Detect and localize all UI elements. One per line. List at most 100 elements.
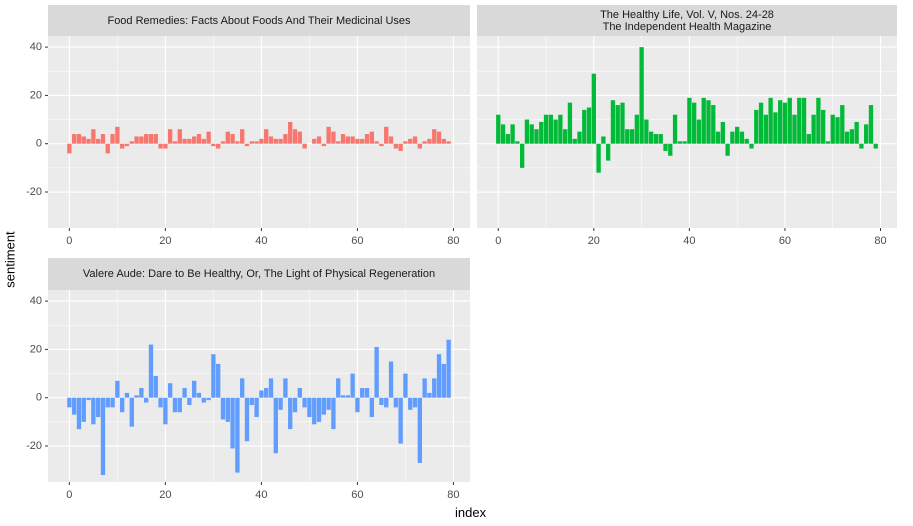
bar	[432, 378, 437, 398]
bar	[172, 141, 178, 144]
x-tick-label: 40	[683, 235, 695, 247]
bar	[825, 141, 831, 144]
y-tick-label: 20	[30, 343, 42, 355]
bar	[211, 143, 216, 147]
bar	[711, 105, 716, 144]
facet-strip: The Healthy Life, Vol. V, Nos. 24-28 The…	[477, 5, 897, 36]
bar	[211, 354, 216, 398]
bar	[384, 126, 389, 144]
bar	[687, 97, 692, 144]
bar	[168, 383, 173, 398]
bar	[835, 117, 840, 144]
bar	[326, 126, 331, 144]
bar	[787, 97, 792, 144]
bar	[446, 339, 451, 398]
bar	[524, 119, 530, 144]
bar	[225, 397, 230, 422]
bar	[225, 131, 230, 144]
bar	[220, 397, 226, 420]
bar	[249, 397, 254, 405]
bar	[868, 105, 874, 144]
bar	[500, 124, 506, 144]
bar	[96, 397, 101, 418]
bar	[321, 397, 326, 415]
bar	[350, 373, 355, 398]
bar	[615, 105, 620, 144]
bar	[432, 129, 437, 144]
bar	[158, 143, 163, 149]
bar	[436, 354, 442, 398]
bar	[240, 378, 245, 398]
x-tick-label: 80	[874, 235, 886, 247]
bar	[235, 397, 240, 473]
bar	[496, 114, 501, 144]
bar	[364, 388, 370, 398]
bar	[177, 397, 182, 413]
bar	[692, 102, 697, 144]
bar	[144, 134, 149, 144]
bar	[139, 388, 144, 398]
x-tick-label: 60	[351, 489, 363, 501]
bar	[422, 141, 427, 144]
bar	[192, 136, 197, 144]
bar	[240, 129, 245, 144]
bar	[153, 134, 158, 144]
bar	[220, 141, 226, 144]
bar	[873, 143, 878, 149]
bar	[773, 112, 778, 144]
bar	[384, 397, 389, 408]
bar	[520, 143, 525, 168]
bar	[398, 143, 403, 151]
bar	[115, 380, 120, 398]
bar	[821, 109, 826, 144]
bar	[706, 100, 711, 144]
bar	[360, 388, 365, 398]
bar	[302, 397, 307, 408]
bar	[336, 378, 341, 398]
bar	[345, 136, 350, 144]
bar	[758, 102, 764, 144]
bar	[192, 380, 197, 398]
bar	[331, 397, 336, 430]
bar	[283, 134, 288, 144]
bar	[278, 138, 283, 144]
bar	[388, 136, 394, 144]
bar	[374, 141, 379, 144]
bar	[739, 131, 745, 144]
bar	[100, 134, 106, 144]
bar	[273, 397, 278, 454]
bar	[91, 397, 96, 425]
bar	[548, 114, 553, 144]
bar	[148, 134, 154, 144]
bar	[144, 397, 149, 403]
y-tick-label: 0	[36, 392, 42, 404]
bar	[316, 136, 322, 144]
facet-strip: Valere Aude: Dare to Be Healthy, Or, The…	[48, 258, 470, 290]
y-tick-label: 20	[30, 89, 42, 101]
bar	[201, 138, 206, 144]
y-tick-label: -20	[26, 440, 42, 452]
bar	[408, 397, 413, 410]
bar	[302, 143, 307, 149]
bar	[639, 47, 644, 144]
bar	[340, 395, 346, 398]
bar	[321, 143, 326, 147]
bar	[177, 129, 182, 144]
bar	[816, 97, 821, 144]
x-tick-label: 40	[255, 489, 267, 501]
bar	[849, 129, 854, 144]
bar	[663, 143, 668, 151]
bar	[567, 102, 573, 144]
bar	[292, 397, 298, 413]
bar	[441, 363, 446, 398]
bar	[129, 397, 134, 427]
bar	[355, 397, 360, 413]
bar	[249, 141, 254, 144]
panel-background	[48, 36, 470, 228]
bar	[67, 143, 72, 154]
bar	[653, 134, 659, 144]
bar	[854, 121, 859, 144]
bar	[216, 363, 221, 398]
bar	[96, 138, 101, 144]
bar	[312, 138, 317, 144]
